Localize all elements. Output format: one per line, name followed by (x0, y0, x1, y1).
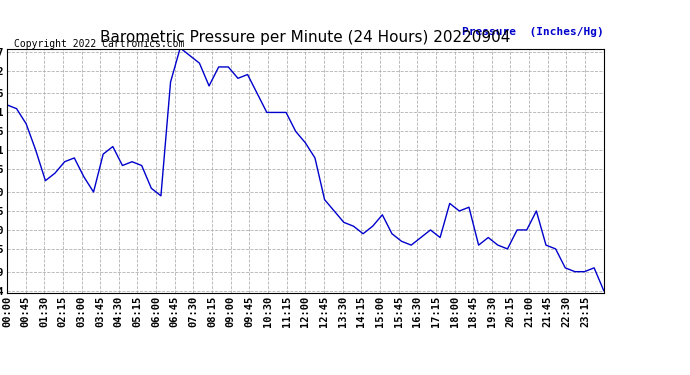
Text: Copyright 2022 Cartronics.com: Copyright 2022 Cartronics.com (14, 39, 184, 49)
Text: Pressure  (Inches/Hg): Pressure (Inches/Hg) (462, 27, 604, 37)
Title: Barometric Pressure per Minute (24 Hours) 20220904: Barometric Pressure per Minute (24 Hours… (100, 30, 511, 45)
